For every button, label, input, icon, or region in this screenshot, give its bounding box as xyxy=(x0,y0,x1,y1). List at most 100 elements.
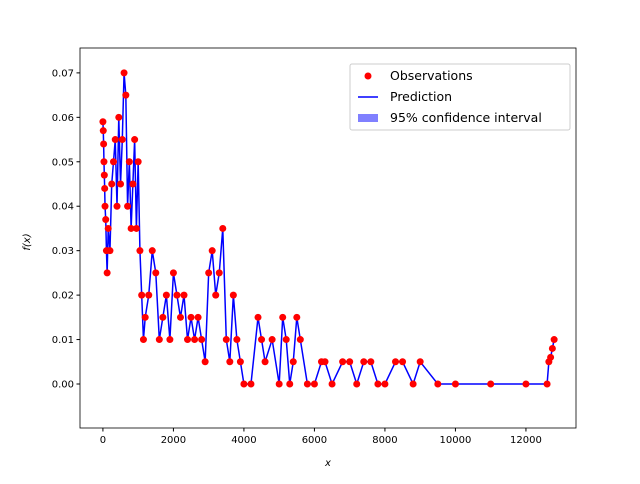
observation xyxy=(201,358,209,366)
observation xyxy=(374,380,382,388)
legend-label: Prediction xyxy=(390,89,452,104)
observation xyxy=(131,136,139,144)
observation xyxy=(124,202,132,210)
observation xyxy=(279,313,287,321)
observation xyxy=(522,380,530,388)
observation xyxy=(191,336,199,344)
x-tick-label: 12000 xyxy=(510,435,542,446)
y-axis-label: f(x) xyxy=(22,233,33,250)
observation xyxy=(229,291,237,299)
observation xyxy=(434,380,442,388)
observation xyxy=(254,313,262,321)
observation xyxy=(118,136,126,144)
observation xyxy=(451,380,459,388)
y-tick-label: 0.06 xyxy=(52,113,74,124)
y-tick-label: 0.03 xyxy=(52,246,74,257)
observation xyxy=(104,224,112,232)
observation xyxy=(99,127,107,135)
observation xyxy=(106,247,114,255)
observation xyxy=(548,344,556,352)
observation xyxy=(169,269,177,277)
observation xyxy=(550,336,558,344)
observation xyxy=(321,358,329,366)
observation xyxy=(120,69,128,77)
observation xyxy=(543,380,551,388)
observation xyxy=(99,118,107,126)
observation xyxy=(109,158,117,166)
observation xyxy=(310,380,318,388)
observation xyxy=(303,380,311,388)
observation xyxy=(194,313,202,321)
observation xyxy=(236,358,244,366)
legend-label: 95% confidence interval xyxy=(390,110,542,125)
observation xyxy=(184,336,192,344)
plot-frame xyxy=(79,47,577,429)
observation xyxy=(139,336,147,344)
observation xyxy=(268,336,276,344)
x-tick-label: 10000 xyxy=(440,435,472,446)
observation xyxy=(100,158,108,166)
observation xyxy=(328,380,336,388)
observation xyxy=(100,140,108,148)
observation xyxy=(261,358,269,366)
observation xyxy=(247,380,255,388)
y-tick-label: 0.00 xyxy=(52,380,74,391)
observation xyxy=(159,313,167,321)
legend-label: Observations xyxy=(390,68,473,83)
observation xyxy=(416,358,424,366)
observation xyxy=(381,380,389,388)
observation xyxy=(155,336,163,344)
y-tick-label: 0.07 xyxy=(52,68,74,79)
observation xyxy=(240,380,248,388)
observation xyxy=(145,291,153,299)
x-tick-label: 6000 xyxy=(302,435,327,446)
observation xyxy=(100,171,108,179)
observation xyxy=(360,358,368,366)
observation xyxy=(115,113,123,121)
observation xyxy=(339,358,347,366)
observation xyxy=(103,269,111,277)
observation xyxy=(152,269,160,277)
x-tick-label: 4000 xyxy=(231,435,256,446)
legend-marker xyxy=(358,114,378,122)
observation xyxy=(215,269,223,277)
observation xyxy=(122,91,130,99)
observation xyxy=(233,336,241,344)
x-tick-label: 8000 xyxy=(372,435,397,446)
observation xyxy=(289,358,297,366)
observation xyxy=(108,180,116,188)
observation xyxy=(296,336,304,344)
observation xyxy=(392,358,400,366)
y-tick-label: 0.04 xyxy=(52,202,74,213)
x-tick-label: 2000 xyxy=(161,435,186,446)
observation xyxy=(176,313,184,321)
observation xyxy=(409,380,417,388)
observation xyxy=(187,313,195,321)
observation xyxy=(205,269,213,277)
observation xyxy=(226,358,234,366)
observation xyxy=(293,313,301,321)
observation xyxy=(367,358,375,366)
observation xyxy=(208,247,216,255)
observation xyxy=(117,180,125,188)
observation xyxy=(399,358,407,366)
observation xyxy=(180,291,188,299)
observation xyxy=(113,202,121,210)
observation xyxy=(125,158,133,166)
observation xyxy=(127,224,135,232)
observation xyxy=(138,291,146,299)
observation xyxy=(141,313,149,321)
x-axis-label: x xyxy=(324,458,331,469)
x-tick-label: 0 xyxy=(100,435,106,446)
legend-marker xyxy=(364,72,372,80)
observation xyxy=(258,336,266,344)
legend-box xyxy=(349,63,571,131)
observation xyxy=(547,353,555,361)
observation xyxy=(101,202,109,210)
observation xyxy=(136,247,144,255)
observation xyxy=(134,158,142,166)
observation xyxy=(353,380,361,388)
observation xyxy=(102,216,110,224)
